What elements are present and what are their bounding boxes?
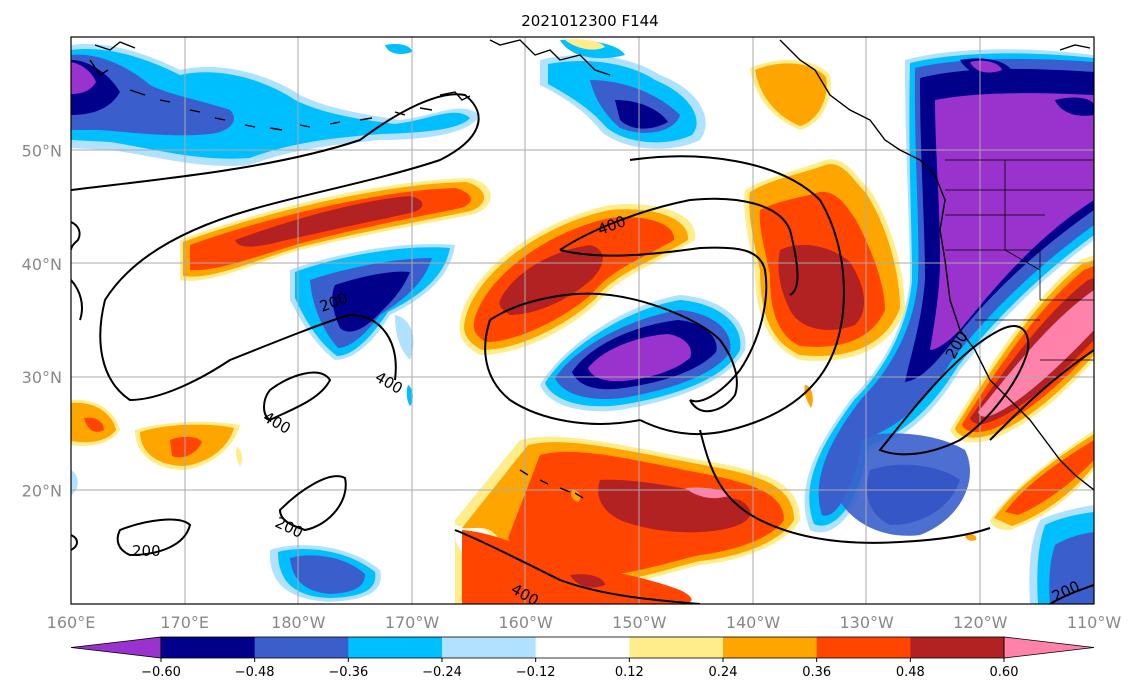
longitude-tick-label: 160°E [47,613,96,632]
colorbar-segment [723,637,818,658]
longitude-tick-label: 110°W [1067,613,1122,632]
colorbar-segment [910,637,1005,658]
longitude-tick-label: 180°W [271,613,326,632]
plot-title: 2021012300 F144 [521,12,658,30]
map-panel: 200 400 200 400 400 200 200 400 200 [71,37,1094,604]
colorbar-extend-high [1003,636,1095,659]
longitude-tick-label: 170°E [160,613,209,632]
graticule [71,37,1094,604]
colorbar-tick-label: 0.24 [709,665,738,680]
colorbar-segment [348,637,443,658]
positive-anomaly-fields [71,39,1094,604]
longitude-tick-label: 120°W [953,613,1008,632]
colorbar-tick-label: 0.60 [990,665,1019,680]
colorbar-tick-label: −0.12 [516,665,556,680]
colorbar-tick-label: 0.48 [896,665,925,680]
colorbar-tick-label: −0.24 [422,665,462,680]
colorbar-tick-label: −0.60 [141,665,181,680]
coastlines [89,39,1094,499]
colorbar-tick-label: −0.36 [328,665,368,680]
contour-labels: 200 400 200 400 400 200 200 400 200 [132,212,1083,604]
latitude-labels: 20°N 30°N 40°N 50°N [22,141,62,500]
longitude-tick-label: 150°W [612,613,667,632]
latitude-tick-label: 20°N [22,482,62,501]
colorbar-tick-label: 0.36 [802,665,831,680]
longitude-tick-label: 130°W [839,613,894,632]
colorbar-frame [160,636,1005,659]
colorbar-segment [535,637,630,658]
colorbar-segment [161,637,256,658]
contour-label: 200 [132,542,161,560]
latitude-tick-label: 50°N [22,141,62,160]
longitude-tick-label: 160°W [498,613,553,632]
colorbar-segment [816,637,911,658]
colorbar-extend-low [70,636,162,659]
colorbar-tick-label: −0.48 [235,665,275,680]
colorbar: −0.60 −0.48 −0.36 −0.24 −0.12 0.12 0.24 0.36 0.4… [70,636,1095,680]
height-contours [71,93,1094,604]
negative-anomaly-fields [71,39,1094,604]
latitude-tick-label: 40°N [22,255,62,274]
latitude-tick-label: 30°N [22,368,62,387]
map-frame [70,36,1095,605]
longitude-labels: 160°E 170°E 180°W 170°W 160°W 150°W 140°W 130°W… [47,613,1122,632]
colorbar-tick-label: 0.12 [615,665,644,680]
colorbar-segment [254,637,349,658]
colorbar-segment [442,637,537,658]
longitude-tick-label: 170°W [385,613,440,632]
colorbar-segment [629,637,724,658]
longitude-tick-label: 140°W [726,613,781,632]
